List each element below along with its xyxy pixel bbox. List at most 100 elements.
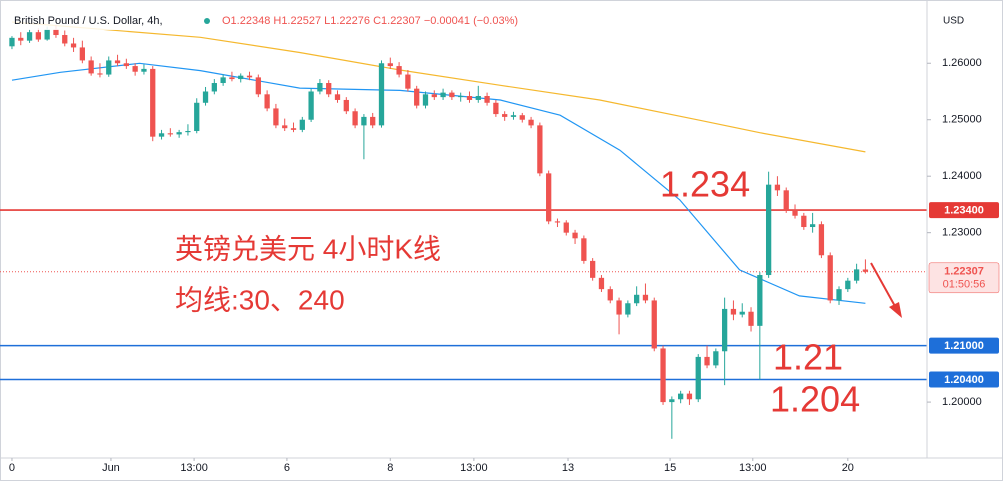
candle-body [396,66,402,75]
candle-body [642,294,649,301]
candle-body [255,77,261,95]
moving-average [11,62,866,304]
candle-body [9,37,15,47]
candle-body [510,115,517,117]
candle-body [229,77,235,80]
candle-body [62,35,68,44]
candle-body [695,356,701,400]
candle-body [123,63,129,67]
candle-body [466,96,473,100]
candle-body [449,92,455,98]
candle-body [422,94,429,106]
candle-body [713,351,719,366]
status-dot [204,18,210,24]
y-tick-label: 1.24000 [942,170,982,182]
candle-body [484,96,490,103]
candle-body [176,132,182,135]
candle-body [158,133,165,137]
candle-body [774,184,781,191]
candle-body [326,83,332,95]
annotation: 均线:30、240 [175,284,345,315]
candle-body [678,393,684,400]
candle-body [572,232,578,239]
x-tick-label: 13:00 [180,462,208,474]
candle-body [282,125,288,129]
candle-body [405,74,411,89]
candle-body [581,238,587,261]
x-tick-label: Jun [102,462,120,474]
candle-body [757,275,763,326]
candle-body [88,60,94,74]
candle-body [18,37,24,41]
candle-body [167,133,173,135]
y-tick-label: 1.26000 [942,57,982,69]
candle-body [519,115,525,120]
last-price-tag [928,262,1000,294]
candle-body [563,222,569,233]
candle-body [440,92,446,98]
candle-body [35,32,42,40]
level-label: 1.23400 [944,204,984,216]
y-tick-label: 1.20000 [942,396,982,408]
candle-body [141,68,147,72]
last-price-label: 1.22307 [944,266,984,278]
candle-body [299,119,305,130]
x-tick-label: 6 [284,462,290,474]
candle-body [79,47,85,61]
candle-body [211,83,217,92]
candle-body [343,99,349,112]
candle-body [273,108,279,126]
level-label: 1.21000 [944,340,984,352]
candle-body [150,68,156,137]
candle-body [387,63,393,67]
candle-body [53,29,59,36]
candle-body [739,311,745,315]
candle-body [827,255,833,301]
candle-body [370,116,376,126]
candle-body [317,83,323,92]
candle-body [202,91,209,103]
candle-body [114,60,121,64]
arrow-head [889,302,902,318]
x-tick-label: 13:00 [460,462,488,474]
candle-body [809,224,816,228]
candle-body [660,348,666,403]
candle-body [308,91,314,120]
candle-body [730,308,737,315]
candle-body [44,29,50,40]
level-tag [929,337,999,354]
candle-body [502,114,508,117]
candle-body [845,280,851,290]
annotation: 英镑兑美元 4小时K线 [175,233,441,264]
candle-body [414,88,420,106]
x-tick-label: 13 [562,462,574,474]
candle-body [70,43,77,48]
candle-body [783,190,789,211]
candle-body [458,96,464,98]
currency-label: USD [943,16,964,27]
candle-body [818,224,825,256]
candle-body [238,75,244,80]
legend-bg [6,12,466,30]
symbol-title: British Pound / U.S. Dollar, 4h, [14,15,163,27]
arrow [870,262,897,309]
candle-body [704,356,710,366]
candle-body [537,125,543,174]
candle-body [853,269,860,281]
candle-body [431,94,437,98]
candle-body [493,102,499,115]
candle-body [748,311,754,326]
candle-body [590,260,596,278]
candle-body [625,303,631,315]
candle-body [836,289,842,301]
level-tag [929,371,999,388]
candle-body [862,269,869,272]
ohlc-text: O1.22348 H1.22527 L1.22276 C1.22307 −0.0… [222,15,518,27]
candle-body [97,73,103,75]
candle-body [801,215,807,228]
candle-body [634,294,640,304]
y-tick-label: 1.23000 [942,227,982,239]
candle-body [607,289,613,301]
